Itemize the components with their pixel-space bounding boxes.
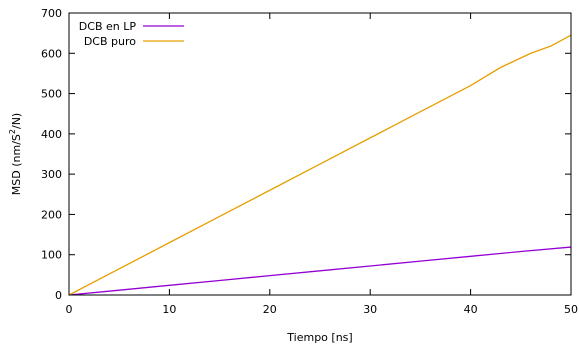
legend-label: DCB puro [84,35,136,48]
x-axis-label: Tiempo [ns] [286,331,352,344]
series-line-1 [68,246,572,296]
x-tick-label: 50 [564,303,578,316]
x-tick-label: 40 [464,303,478,316]
x-tick-label: 30 [363,303,377,316]
y-axis-label-main: MSD (nm/S [10,134,23,195]
y-axis-label-sup: 2 [8,129,17,134]
x-tick-label: 20 [263,303,277,316]
y-tick-label: 200 [41,208,62,221]
series-lines [68,34,572,296]
y-tick-label: 500 [41,88,62,101]
x-tick-label: 0 [66,303,73,316]
y-tick-label: 0 [55,289,62,302]
series-line-2 [68,34,572,296]
y-tick-label: 400 [41,128,62,141]
y-tick-label: 300 [41,168,62,181]
legend-label: DCB en LP [79,20,137,33]
y-tick-label: 600 [41,47,62,60]
y-axis-label-end: /N) [10,113,23,129]
y-tick-label: 700 [41,7,62,20]
x-tick-label: 10 [162,303,176,316]
y-tick-label: 100 [41,249,62,262]
y-axis-label: MSD (nm/S2/N) [8,113,23,195]
plot-frame [68,12,572,296]
legend: DCB en LP DCB puro [79,20,184,48]
axis-ticks [68,12,572,296]
